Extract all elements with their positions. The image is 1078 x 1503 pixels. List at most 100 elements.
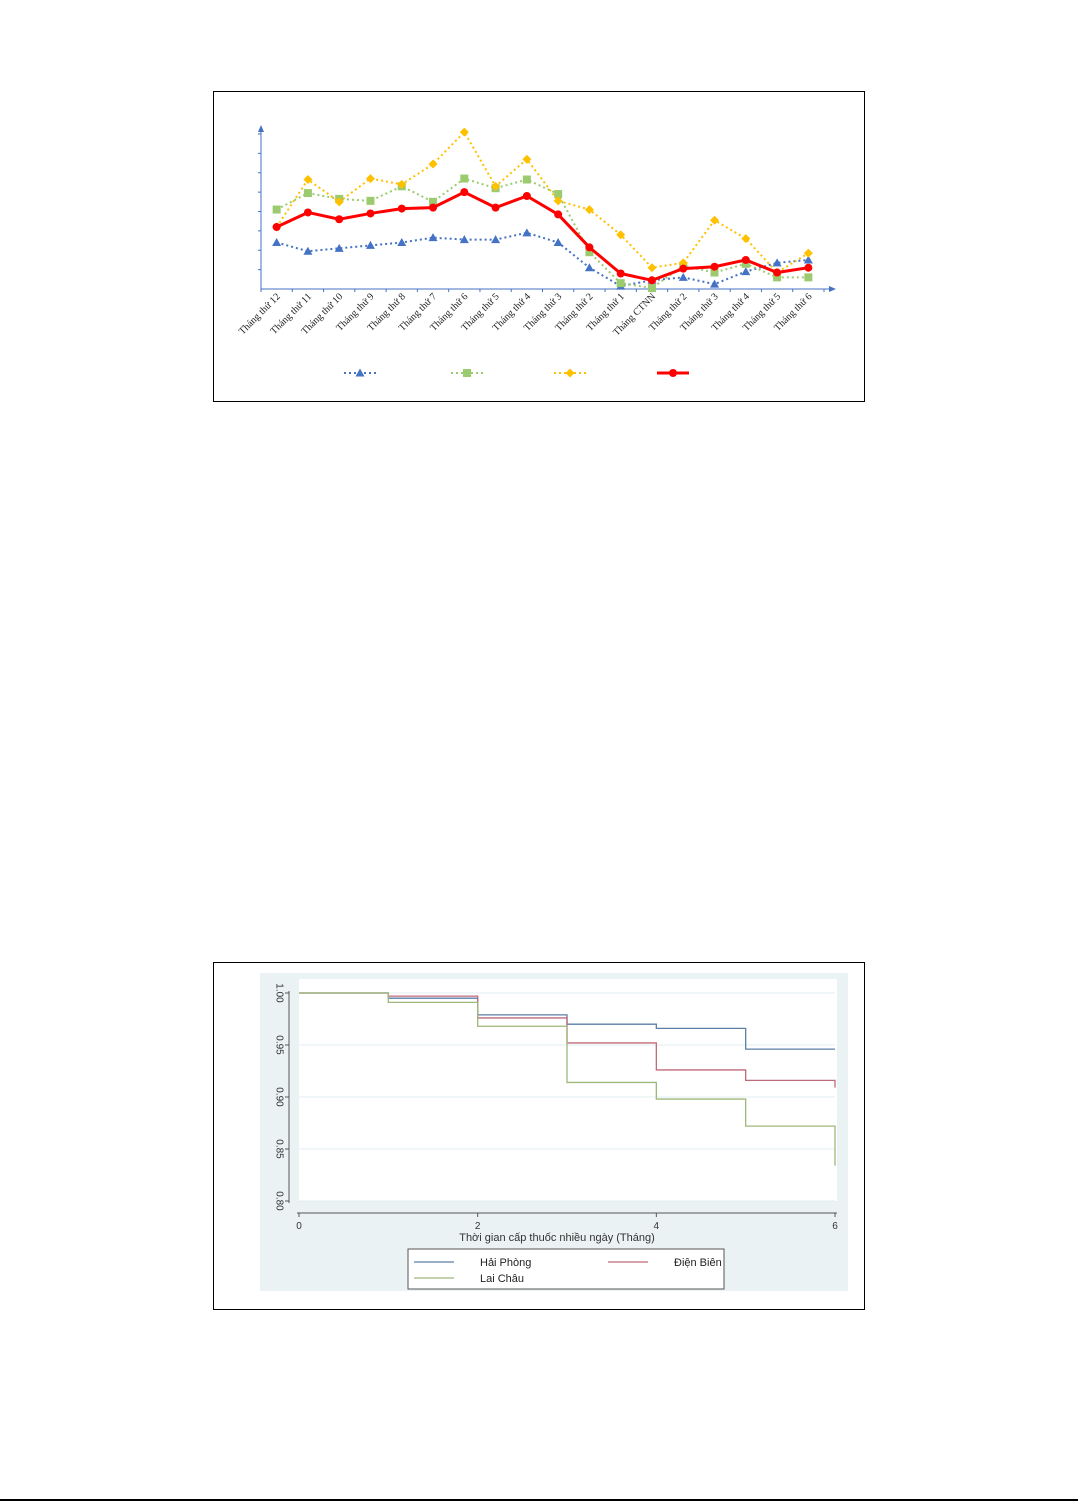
data-point [616,269,625,278]
data-point [491,235,501,244]
km-curve-3 [299,992,836,1166]
y-tick-label: 1.00 [273,983,284,1003]
y-axis-arrow [258,125,264,132]
series-line [276,177,809,290]
data-point [522,175,531,184]
data-point [460,174,469,183]
legend-marker [355,368,365,377]
y-tick-label: 0.90 [273,1087,284,1107]
data-point [584,263,594,272]
chart2-axes: 0.80 0.85 0.90 0.95 1.00 0 2 4 6 Thời gian cấp th… [273,983,838,1244]
data-point [710,279,720,288]
data-point [335,215,344,224]
data-point [585,243,594,252]
chart1-legend [344,368,689,378]
page-bottom-rule [0,1499,1078,1501]
data-point [365,240,375,249]
survival-chart: 0.80 0.85 0.90 0.95 1.00 0 2 4 6 Thời gian cấp th… [260,973,848,1291]
chart-2-frame: 0.80 0.85 0.90 0.95 1.00 0 2 4 6 Thời gian cấp th… [213,962,865,1310]
data-point [584,205,594,215]
y-tick-label: 0.85 [273,1139,284,1159]
data-point [429,197,438,206]
data-point [647,263,657,273]
legend-marker [669,369,677,377]
data-point [553,196,563,206]
data-point [428,159,438,169]
data-point [710,262,719,271]
data-point [303,208,312,217]
data-point [459,235,469,244]
data-point [616,230,626,240]
x-tick-label: 4 [654,1221,660,1232]
series-line [275,130,809,274]
series-3 [272,127,813,278]
data-point [522,154,532,164]
series-line [276,231,809,288]
data-point [741,255,750,264]
series-1 [272,228,813,290]
y-tick-label: 0.95 [273,1035,284,1055]
data-point [554,210,563,219]
legend-marker [565,368,575,378]
data-point [772,258,782,267]
data-point [303,246,313,255]
plot-area [299,979,837,1201]
data-point [397,204,406,213]
data-point [710,215,720,225]
data-point [804,263,813,272]
series-line [276,190,809,282]
data-point [272,223,281,231]
data-point [647,276,656,285]
x-axis-arrow [829,286,836,292]
data-point [459,127,469,137]
data-point [554,190,563,199]
data-point [741,267,751,276]
x-tick-label: 0 [296,1221,302,1232]
data-point [804,273,813,282]
data-point [585,248,594,257]
y-tick-label: 0.80 [273,1191,284,1211]
data-point [272,205,281,214]
data-point [397,179,407,189]
chart2-legend: Hải Phòng Điện Biên Lai Châu [407,1248,725,1290]
x-tick-label: 6 [832,1221,838,1232]
data-point [679,264,688,273]
chart-1-frame: Tháng thứ 12 Tháng thứ 11 Tháng thứ 10 Thán… [213,91,865,402]
x-tick-label: 2 [475,1221,481,1232]
data-point [491,203,500,212]
data-point [773,273,782,282]
data-point [366,209,375,218]
data-point [303,175,313,185]
data-point [491,181,501,191]
legend-marker [463,369,471,377]
data-point [303,189,312,198]
legend-label: Điện Biên [674,1257,722,1269]
data-point [428,233,438,242]
data-point [803,255,813,264]
data-point [616,279,625,288]
data-point [272,238,282,246]
data-point [803,248,813,258]
data-point [522,228,532,237]
data-point [647,284,656,293]
data-point [553,238,563,246]
data-point [678,258,688,268]
x-axis-title: Thời gian cấp thuốc nhiều ngày (Tháng) [459,1232,655,1244]
data-point [460,188,469,197]
data-point [397,238,407,246]
legend-box [407,1248,725,1290]
data-point [522,192,531,200]
legend-label: Lai Châu [480,1273,524,1285]
data-point [429,203,438,212]
chart1-axes [258,125,836,292]
data-point [773,268,782,277]
series-4 [272,188,813,285]
data-point [741,234,751,244]
data-point [678,272,688,281]
data-point [365,174,375,184]
series-2 [272,174,813,293]
data-point [334,243,344,252]
data-point [334,197,344,207]
